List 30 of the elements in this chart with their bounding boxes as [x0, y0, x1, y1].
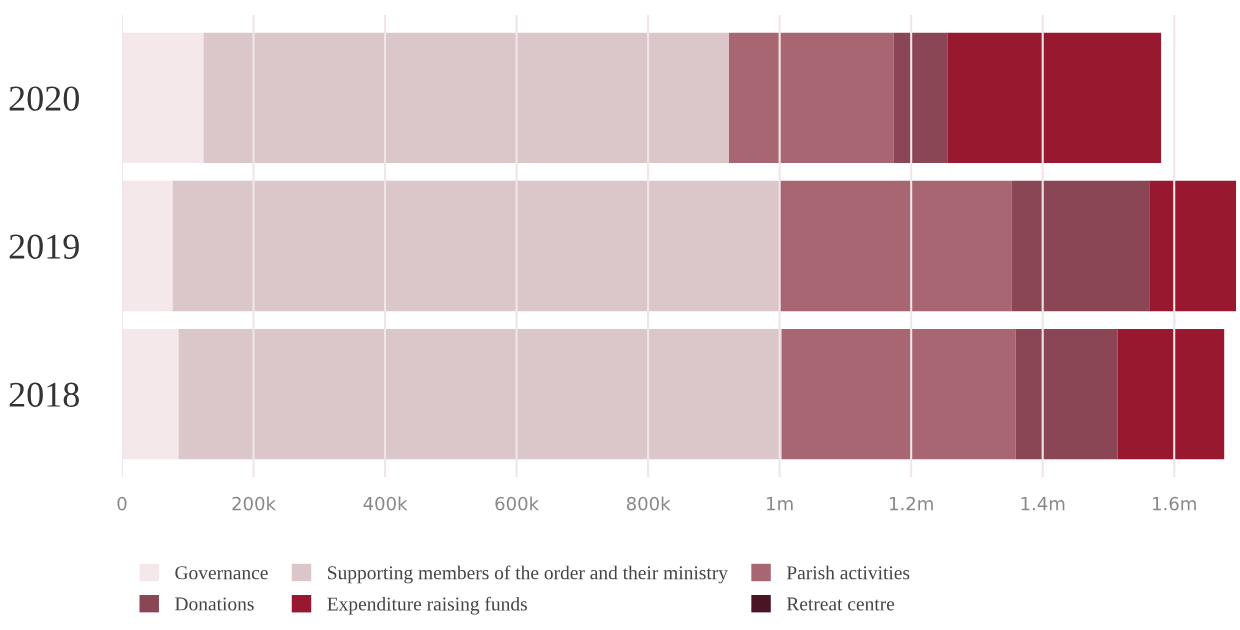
x-tick-label: 1.6m [1153, 496, 1196, 511]
bar [172, 180, 780, 312]
x-tick-label: 1m [767, 497, 793, 511]
x-tick-label: 400k [363, 496, 408, 511]
x-tick-label: 600k [495, 496, 539, 511]
bar [729, 32, 894, 164]
bar [1117, 328, 1225, 460]
bar [1015, 328, 1118, 460]
bar [203, 32, 730, 164]
legend-label: Expenditure raising funds [327, 596, 527, 615]
legend-label: Parish activities [786, 565, 910, 580]
bar [947, 32, 1162, 164]
legend-label: Donations [175, 597, 254, 611]
x-tick-label: 200k [232, 496, 276, 511]
bar [781, 328, 1016, 460]
y-tick-label: 2019 [9, 234, 79, 259]
x-tick-label: 800k [626, 496, 671, 511]
y-tick-label: 2018 [9, 382, 79, 407]
bar [1149, 180, 1237, 312]
legend-label: Supporting members of the order and their ministry [328, 565, 728, 584]
legend-label: Governance [175, 566, 268, 580]
bar [893, 32, 948, 164]
x-tick-label: 1.2m [890, 496, 933, 511]
bar [779, 180, 1012, 312]
x-tick-label: 1.4m [1021, 497, 1065, 511]
bar [1011, 180, 1150, 312]
bar [178, 328, 782, 460]
y-tick-label: 2020 [9, 86, 79, 111]
legend-label: Retreat centre [786, 597, 895, 611]
x-tick-label: 0 [117, 496, 127, 511]
